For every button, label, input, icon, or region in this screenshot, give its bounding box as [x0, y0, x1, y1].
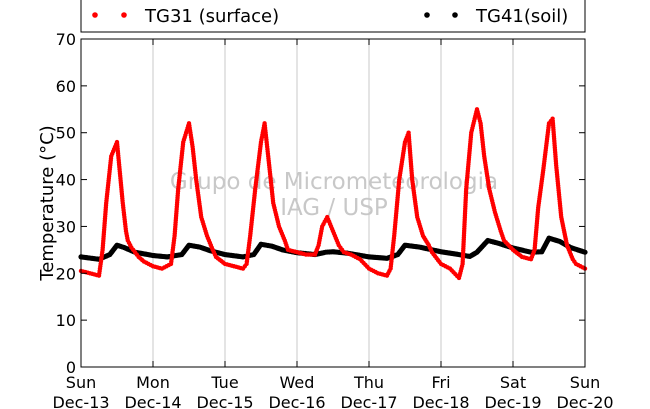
legend-label-surface: TG31 (surface)	[144, 6, 279, 27]
y-tick-label: 60	[56, 77, 76, 96]
plot-area-frame	[80, 38, 586, 368]
legend-marker-surface	[92, 12, 98, 18]
watermark-line-2: IAG / USP	[280, 195, 388, 221]
x-tick-label-date: Dec-14	[124, 393, 181, 409]
y-tick-label: 50	[56, 124, 76, 143]
x-tick-label-day: Fri	[431, 373, 450, 392]
x-tick-label-date: Dec-20	[556, 393, 613, 409]
y-tick-label: 70	[56, 30, 76, 49]
y-tick-label: 20	[56, 264, 76, 283]
x-tick-label-date: Dec-15	[196, 393, 253, 409]
legend-marker-soil	[452, 12, 458, 18]
x-axis: SunDec-13MonDec-14TueDec-15WedDec-16ThuD…	[52, 39, 614, 409]
x-tick-label-day: Sat	[500, 373, 526, 392]
x-tick-label-day: Sun	[66, 373, 96, 392]
watermark-line-1: Grupo de Micrometeorologia	[170, 169, 498, 195]
y-tick-label: 10	[56, 311, 76, 330]
x-tick-label-day: Tue	[210, 373, 238, 392]
x-tick-label-day: Thu	[353, 373, 384, 392]
x-tick-label-date: Dec-19	[484, 393, 541, 409]
legend-box	[80, 0, 586, 33]
x-tick-label-day: Sun	[570, 373, 600, 392]
legend: TG31 (surface) TG41(soil)	[80, 0, 586, 33]
legend-label-soil: TG41(soil)	[475, 6, 568, 27]
grid-lines	[152, 39, 514, 367]
y-tick-label: 30	[56, 217, 76, 236]
y-tick-label: 40	[56, 171, 76, 190]
y-axis: 0 10 20 30 40 50 60 70	[56, 30, 585, 377]
y-tick-label: 0	[66, 358, 76, 377]
x-tick-label-day: Mon	[136, 373, 170, 392]
x-tick-label-day: Wed	[280, 373, 315, 392]
x-tick-label-date: Dec-18	[412, 393, 469, 409]
x-tick-label-date: Dec-16	[268, 393, 325, 409]
x-tick-label-date: Dec-13	[52, 393, 109, 409]
x-tick-label-date: Dec-17	[340, 393, 397, 409]
legend-marker-surface	[121, 12, 127, 18]
legend-marker-soil	[424, 12, 430, 18]
y-axis-title: Temperature (°C)	[37, 125, 58, 281]
watermark: Grupo de Micrometeorologia IAG / USP	[170, 169, 498, 221]
series-surface-points	[78, 107, 588, 281]
